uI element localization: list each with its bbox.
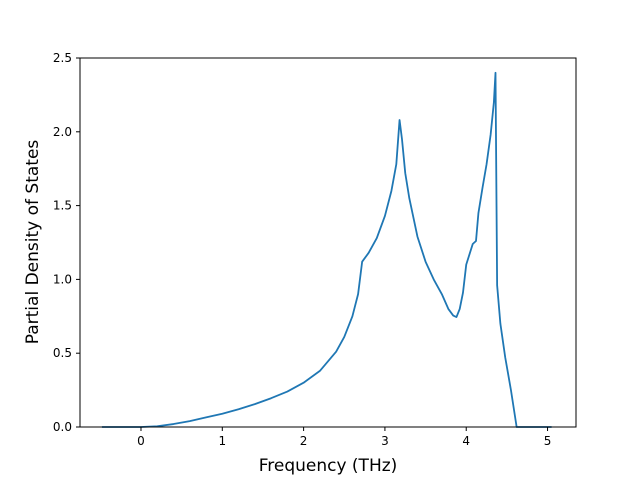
y-tick-label: 0.0 [53, 420, 72, 434]
y-tick-label: 1.0 [53, 272, 72, 286]
series-line-0 [101, 71, 552, 428]
series-layer [101, 71, 552, 428]
x-tick-label: 4 [462, 434, 470, 448]
x-axis-label: Frequency (THz) [259, 456, 398, 476]
x-axis-ticks: 0 1 2 3 4 5 [137, 427, 551, 448]
x-tick-label: 1 [218, 434, 226, 448]
y-tick-label: 1.5 [53, 199, 72, 213]
x-tick-label: 2 [300, 434, 308, 448]
y-tick-label: 2.0 [53, 125, 72, 139]
x-tick-label: 5 [544, 434, 552, 448]
y-axis-ticks: 0.0 0.5 1.0 1.5 2.0 2.5 [53, 51, 80, 434]
plot-area [80, 58, 576, 427]
x-tick-label: 3 [381, 434, 389, 448]
y-tick-label: 0.5 [53, 346, 72, 360]
axes-frame [79, 57, 577, 428]
y-tick-label: 2.5 [53, 51, 72, 65]
y-axis-label: Partial Density of States [23, 140, 43, 345]
x-tick-label: 0 [137, 434, 145, 448]
